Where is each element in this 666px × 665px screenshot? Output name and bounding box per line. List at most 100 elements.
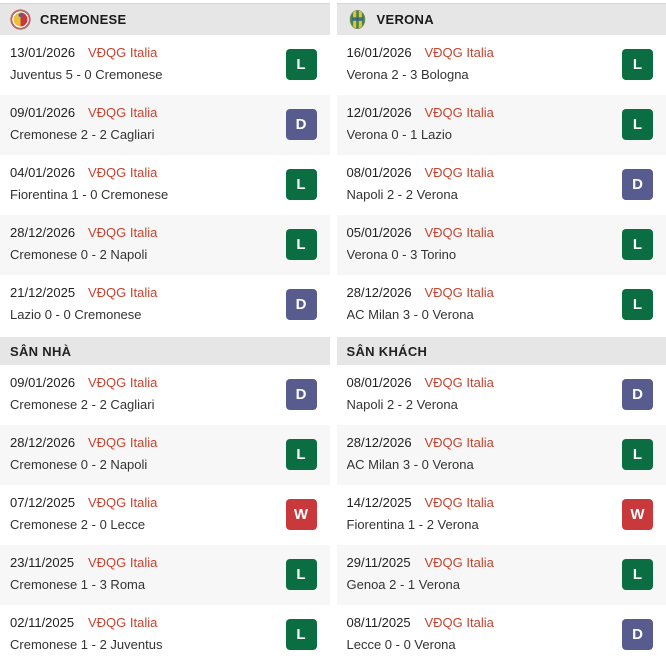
match-date: 28/12/2026	[10, 435, 88, 450]
match-row[interactable]: 29/11/2025 VĐQG Italia Genoa 2 - 1 Veron…	[337, 545, 666, 605]
away-recent-form-list: 16/01/2026 VĐQG Italia Verona 2 - 3 Bolo…	[337, 35, 666, 335]
away-team-column: VERONA 16/01/2026 VĐQG Italia Verona 2 -…	[337, 3, 666, 665]
home-venue-form-list: 09/01/2026 VĐQG Italia Cremonese 2 - 2 C…	[0, 365, 330, 665]
match-score-line: Fiorentina 1 - 0 Cremonese	[10, 187, 320, 202]
match-date: 28/12/2026	[347, 435, 425, 450]
result-badge: D	[622, 379, 653, 410]
result-badge: L	[286, 559, 317, 590]
result-badge: L	[622, 229, 653, 260]
league-label[interactable]: VĐQG Italia	[425, 225, 494, 240]
home-recent-form-list: 13/01/2026 VĐQG Italia Juventus 5 - 0 Cr…	[0, 35, 330, 335]
result-badge: L	[286, 169, 317, 200]
match-score-line: Fiorentina 1 - 2 Verona	[347, 517, 657, 532]
verona-crest-icon	[347, 9, 368, 30]
away-venue-section-header: SÂN KHÁCH	[337, 337, 666, 365]
match-score-line: Cremonese 1 - 2 Juventus	[10, 637, 320, 652]
league-label[interactable]: VĐQG Italia	[425, 375, 494, 390]
match-row[interactable]: 09/01/2026 VĐQG Italia Cremonese 2 - 2 C…	[0, 365, 330, 425]
match-row[interactable]: 13/01/2026 VĐQG Italia Juventus 5 - 0 Cr…	[0, 35, 330, 95]
league-label[interactable]: VĐQG Italia	[88, 495, 157, 510]
league-label[interactable]: VĐQG Italia	[425, 45, 494, 60]
home-team-column: CREMONESE 13/01/2026 VĐQG Italia Juventu…	[0, 3, 330, 665]
match-date: 23/11/2025	[10, 555, 88, 570]
match-row[interactable]: 28/12/2026 VĐQG Italia Cremonese 0 - 2 N…	[0, 425, 330, 485]
match-score-line: Verona 0 - 3 Torino	[347, 247, 657, 262]
result-badge: D	[286, 379, 317, 410]
league-label[interactable]: VĐQG Italia	[425, 435, 494, 450]
match-date: 08/11/2025	[347, 615, 425, 630]
match-score-line: Cremonese 2 - 0 Lecce	[10, 517, 320, 532]
match-row[interactable]: 09/01/2026 VĐQG Italia Cremonese 2 - 2 C…	[0, 95, 330, 155]
match-row[interactable]: 28/12/2026 VĐQG Italia AC Milan 3 - 0 Ve…	[337, 275, 666, 335]
match-row[interactable]: 02/11/2025 VĐQG Italia Cremonese 1 - 2 J…	[0, 605, 330, 665]
match-date: 09/01/2026	[10, 375, 88, 390]
result-badge: W	[622, 499, 653, 530]
match-row[interactable]: 07/12/2025 VĐQG Italia Cremonese 2 - 0 L…	[0, 485, 330, 545]
match-meta: 28/12/2026 VĐQG Italia	[347, 435, 657, 450]
match-row[interactable]: 12/01/2026 VĐQG Italia Verona 0 - 1 Lazi…	[337, 95, 666, 155]
match-meta: 09/01/2026 VĐQG Italia	[10, 105, 320, 120]
match-date: 08/01/2026	[347, 375, 425, 390]
match-meta: 16/01/2026 VĐQG Italia	[347, 45, 657, 60]
match-meta: 14/12/2025 VĐQG Italia	[347, 495, 657, 510]
league-label[interactable]: VĐQG Italia	[425, 105, 494, 120]
match-row[interactable]: 21/12/2025 VĐQG Italia Lazio 0 - 0 Cremo…	[0, 275, 330, 335]
match-date: 13/01/2026	[10, 45, 88, 60]
result-badge: L	[286, 229, 317, 260]
result-badge: L	[286, 439, 317, 470]
league-label[interactable]: VĐQG Italia	[88, 615, 157, 630]
match-row[interactable]: 23/11/2025 VĐQG Italia Cremonese 1 - 3 R…	[0, 545, 330, 605]
match-date: 07/12/2025	[10, 495, 88, 510]
match-meta: 08/11/2025 VĐQG Italia	[347, 615, 657, 630]
league-label[interactable]: VĐQG Italia	[88, 165, 157, 180]
league-label[interactable]: VĐQG Italia	[425, 165, 494, 180]
league-label[interactable]: VĐQG Italia	[88, 555, 157, 570]
match-score-line: Juventus 5 - 0 Cremonese	[10, 67, 320, 82]
home-venue-section-header: SÂN NHÀ	[0, 337, 330, 365]
match-score-line: Genoa 2 - 1 Verona	[347, 577, 657, 592]
match-row[interactable]: 08/01/2026 VĐQG Italia Napoli 2 - 2 Vero…	[337, 365, 666, 425]
result-badge: L	[622, 109, 653, 140]
match-meta: 21/12/2025 VĐQG Italia	[10, 285, 320, 300]
league-label[interactable]: VĐQG Italia	[425, 615, 494, 630]
home-venue-section-title: SÂN NHÀ	[10, 344, 71, 359]
result-badge: L	[622, 289, 653, 320]
away-venue-form-list: 08/01/2026 VĐQG Italia Napoli 2 - 2 Vero…	[337, 365, 666, 665]
match-row[interactable]: 28/12/2026 VĐQG Italia Cremonese 0 - 2 N…	[0, 215, 330, 275]
result-badge: L	[622, 559, 653, 590]
cremonese-crest-icon	[10, 9, 31, 30]
result-badge: D	[622, 169, 653, 200]
match-row[interactable]: 14/12/2025 VĐQG Italia Fiorentina 1 - 2 …	[337, 485, 666, 545]
result-badge: D	[286, 289, 317, 320]
result-badge: L	[622, 49, 653, 80]
league-label[interactable]: VĐQG Italia	[425, 555, 494, 570]
match-date: 16/01/2026	[347, 45, 425, 60]
league-label[interactable]: VĐQG Italia	[88, 105, 157, 120]
match-score-line: Verona 2 - 3 Bologna	[347, 67, 657, 82]
match-meta: 08/01/2026 VĐQG Italia	[347, 375, 657, 390]
league-label[interactable]: VĐQG Italia	[88, 375, 157, 390]
league-label[interactable]: VĐQG Italia	[425, 285, 494, 300]
league-label[interactable]: VĐQG Italia	[88, 45, 157, 60]
match-row[interactable]: 04/01/2026 VĐQG Italia Fiorentina 1 - 0 …	[0, 155, 330, 215]
match-score-line: Lazio 0 - 0 Cremonese	[10, 307, 320, 322]
match-date: 14/12/2025	[347, 495, 425, 510]
league-label[interactable]: VĐQG Italia	[88, 225, 157, 240]
match-row[interactable]: 16/01/2026 VĐQG Italia Verona 2 - 3 Bolo…	[337, 35, 666, 95]
match-row[interactable]: 08/01/2026 VĐQG Italia Napoli 2 - 2 Vero…	[337, 155, 666, 215]
match-row[interactable]: 05/01/2026 VĐQG Italia Verona 0 - 3 Tori…	[337, 215, 666, 275]
away-team-name: VERONA	[377, 12, 434, 27]
match-date: 02/11/2025	[10, 615, 88, 630]
league-label[interactable]: VĐQG Italia	[425, 495, 494, 510]
home-team-name: CREMONESE	[40, 12, 127, 27]
match-row[interactable]: 28/12/2026 VĐQG Italia AC Milan 3 - 0 Ve…	[337, 425, 666, 485]
match-row[interactable]: 08/11/2025 VĐQG Italia Lecce 0 - 0 Veron…	[337, 605, 666, 665]
match-score-line: Cremonese 1 - 3 Roma	[10, 577, 320, 592]
match-date: 29/11/2025	[347, 555, 425, 570]
league-label[interactable]: VĐQG Italia	[88, 285, 157, 300]
match-score-line: Cremonese 0 - 2 Napoli	[10, 457, 320, 472]
league-label[interactable]: VĐQG Italia	[88, 435, 157, 450]
match-meta: 12/01/2026 VĐQG Italia	[347, 105, 657, 120]
match-date: 28/12/2026	[347, 285, 425, 300]
